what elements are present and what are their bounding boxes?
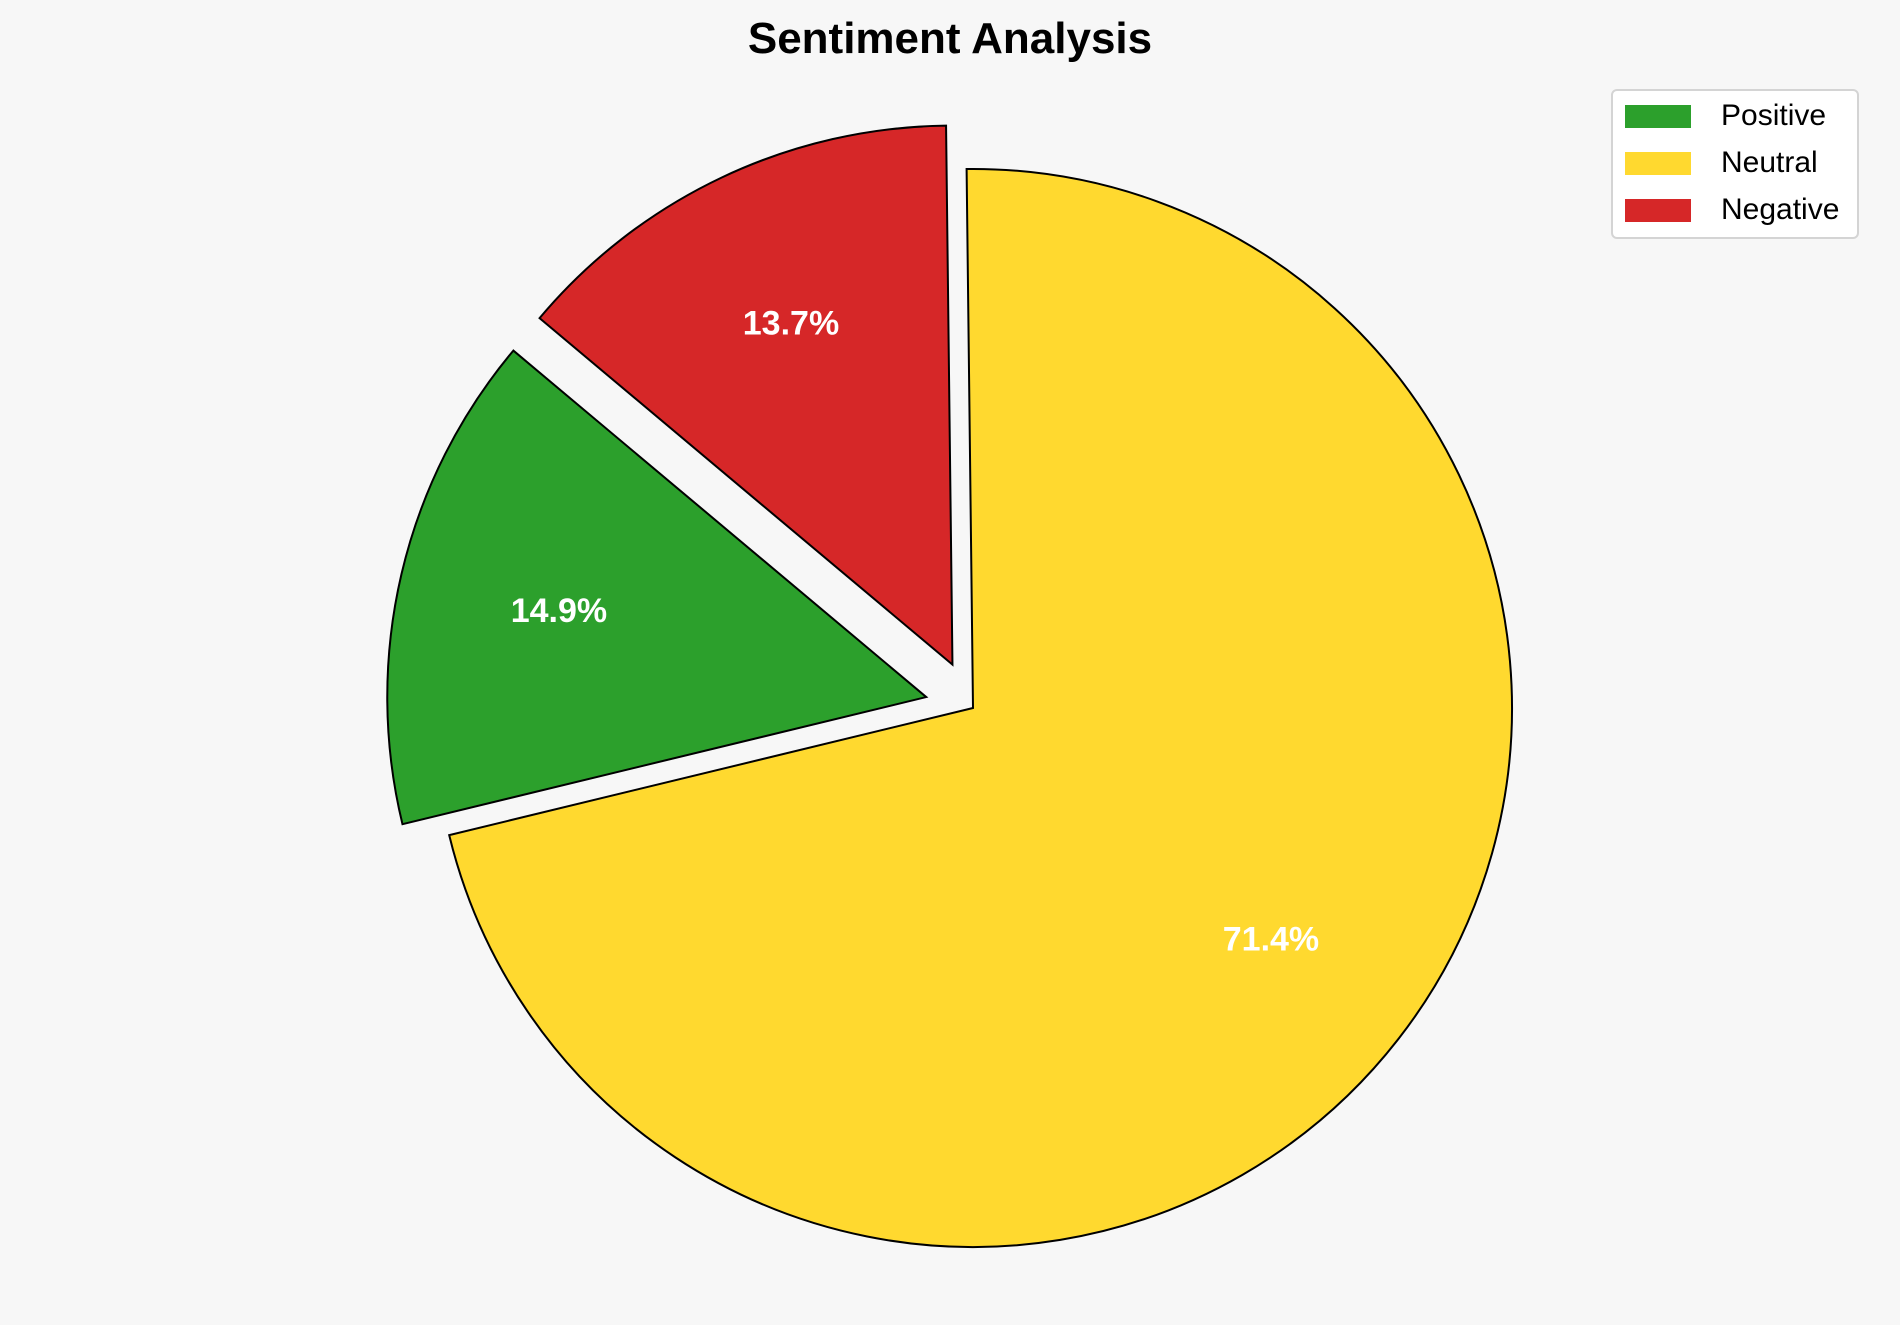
legend-item-negative: Negative [1625, 193, 1840, 226]
legend-item-positive: Positive [1625, 99, 1827, 132]
pie-slice-neutral [447, 168, 1513, 1248]
chart-title: Sentiment Analysis [747, 14, 1153, 63]
pie-label-neutral: 71.4% [1223, 920, 1319, 958]
legend-swatch-negative [1625, 198, 1691, 222]
pie-slice-positive [386, 349, 929, 826]
legend: Positive Neutral Negative [1611, 89, 1859, 239]
pie-slice-negative [538, 124, 954, 667]
legend-swatch-neutral [1625, 151, 1691, 175]
legend-label-negative: Negative [1721, 193, 1840, 226]
pie-label-positive: 14.9% [511, 592, 607, 630]
legend-label-neutral: Neutral [1721, 146, 1818, 179]
legend-item-neutral: Neutral [1625, 146, 1818, 179]
legend-swatch-positive [1625, 104, 1691, 128]
legend-label-positive: Positive [1721, 99, 1827, 132]
pie-label-negative: 13.7% [743, 305, 839, 343]
